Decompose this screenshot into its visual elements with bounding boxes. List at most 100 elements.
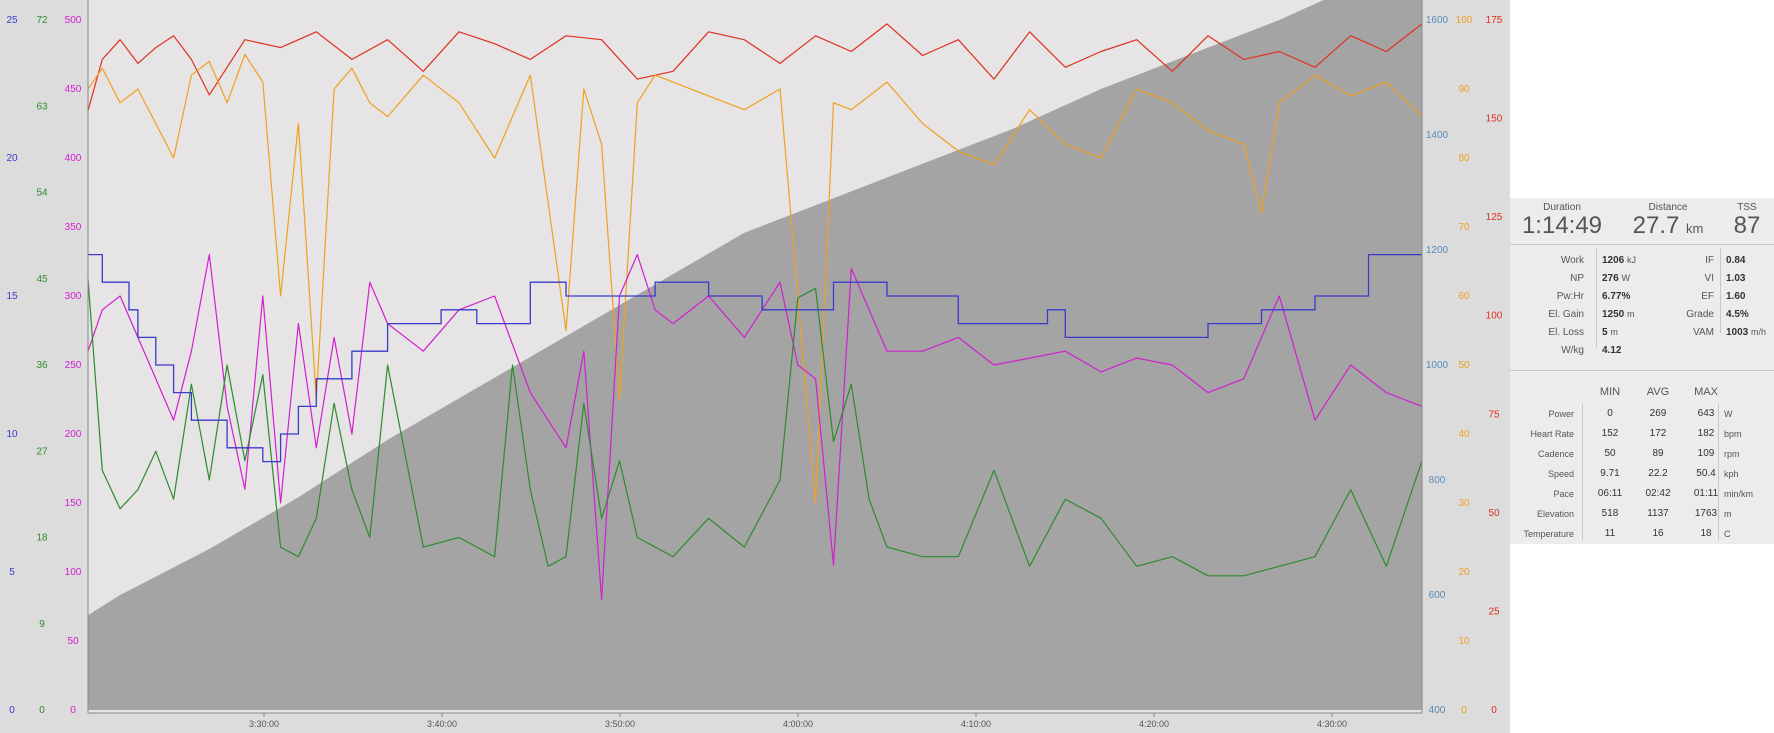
table-cell-max: 01:11: [1693, 488, 1719, 499]
y-tick-label-orange: 50: [1458, 360, 1470, 371]
y-tick-label-orange: 30: [1458, 498, 1470, 509]
table-cell-min: 0: [1607, 408, 1613, 419]
workout-chart: 0510152025091827364554637205010015020025…: [6, 0, 1503, 729]
metric-value: 276 W: [1602, 273, 1630, 284]
y-tick-label-power: 300: [65, 291, 82, 302]
y-tick-label-elevation: 1400: [1426, 130, 1449, 141]
metric-label: IF: [1705, 255, 1714, 266]
metric-label: NP: [1570, 273, 1584, 284]
table-cell-unit: kph: [1724, 469, 1739, 479]
x-tick-label: 3:40:00: [427, 719, 457, 729]
table-row: Temperature 11 16 18 C: [1510, 524, 1774, 544]
y-tick-label-power: 400: [65, 153, 82, 164]
table-cell-max: 109: [1697, 448, 1715, 459]
y-tick-label-speed: 10: [6, 429, 18, 440]
duration-label: Duration: [1543, 202, 1581, 213]
y-tick-label-speed: 15: [6, 291, 18, 302]
tss-label: TSS: [1737, 202, 1757, 213]
table-header-avg: AVG: [1646, 386, 1670, 398]
tss-block: TSS 87: [1722, 202, 1772, 239]
y-tick-label-cadence: 0: [39, 705, 45, 716]
table-cell-max: 50.4: [1696, 468, 1716, 479]
y-tick-label-speed: 5: [9, 567, 15, 578]
metric-value: 1003 m/h: [1726, 327, 1767, 338]
metric-label: VI: [1704, 273, 1714, 284]
table-cell-avg: 89: [1652, 448, 1664, 459]
y-tick-label-speed: 20: [6, 153, 18, 164]
series-line-orange: [87, 53, 1423, 504]
series-line-power: [87, 254, 1423, 601]
y-tick-label-power: 500: [65, 15, 82, 26]
y-tick-label-cadence: 54: [36, 188, 48, 199]
table-row-label: Heart Rate: [1530, 429, 1574, 439]
table-row-label: Elevation: [1536, 509, 1574, 519]
y-tick-label-orange: 60: [1458, 291, 1470, 302]
divider: [1718, 404, 1719, 540]
y-tick-label-speed: 25: [6, 15, 18, 26]
y-tick-label-elevation: 800: [1429, 475, 1446, 486]
divider: [1582, 404, 1583, 540]
x-tick-label: 3:30:00: [249, 719, 279, 729]
metric-label: El. Gain: [1548, 309, 1584, 320]
y-tick-label-heart-rate: 175: [1486, 15, 1503, 26]
y-tick-label-heart-rate: 25: [1488, 606, 1500, 617]
y-tick-label-orange: 70: [1458, 222, 1470, 233]
metric-value: 1250 m: [1602, 309, 1635, 320]
distance-unit: km: [1686, 221, 1704, 236]
table-row: Speed 9.71 22.2 50.4 kph: [1510, 464, 1774, 484]
metric-value: 1206 kJ: [1602, 255, 1637, 266]
y-tick-label-power: 350: [65, 222, 82, 233]
table-cell-max: 1763: [1694, 508, 1718, 519]
table-cell-unit: bpm: [1724, 429, 1742, 439]
y-tick-label-orange: 100: [1456, 15, 1473, 26]
table-row-label: Speed: [1547, 469, 1574, 479]
table-cell-avg: 1137: [1647, 508, 1669, 519]
series-line-cadence: [87, 278, 1423, 577]
table-cell-max: 643: [1697, 408, 1715, 419]
x-tick-label: 4:10:00: [961, 719, 991, 729]
x-tick-label: 4:20:00: [1139, 719, 1169, 729]
metric-value: 5 m: [1602, 327, 1618, 338]
y-tick-label-cadence: 45: [36, 274, 48, 285]
table-cell-unit: rpm: [1724, 449, 1740, 459]
x-tick-label: 3:50:00: [605, 719, 635, 729]
table-header-max: MAX: [1694, 386, 1718, 398]
metric-value: 4.5%: [1726, 309, 1749, 320]
table-header-min: MIN: [1599, 386, 1621, 398]
y-tick-label-cadence: 9: [39, 619, 45, 630]
y-tick-label-heart-rate: 150: [1486, 114, 1503, 125]
x-tick-label: 4:30:00: [1317, 719, 1347, 729]
metric-label: W/kg: [1561, 345, 1584, 356]
y-tick-label-elevation: 1000: [1426, 360, 1449, 371]
metric-label: Pw:Hr: [1556, 291, 1584, 302]
chart-panel: 0 5 10 15 20 25 0 9 18 27 36 45 54 63 72 0 50 100 150 200 25…: [0, 0, 1510, 733]
y-tick-label-power: 100: [65, 567, 82, 578]
metric-value: 1.03: [1726, 273, 1746, 284]
series-line-heart-rate: [87, 23, 1423, 111]
table-cell-avg: 02:42: [1645, 488, 1671, 499]
metric-value: 4.12: [1602, 345, 1622, 356]
table-row: Elevation 518 1137 1763 m: [1510, 504, 1774, 524]
y-tick-label-heart-rate: 0: [1491, 705, 1497, 716]
metric-label: El. Loss: [1548, 327, 1584, 338]
y-tick-label-cadence: 27: [36, 446, 48, 457]
metric-label: EF: [1701, 291, 1714, 302]
table-cell-avg: 22.2: [1648, 468, 1668, 479]
table-cell-max: 182: [1697, 428, 1715, 439]
y-tick-label-heart-rate: 50: [1488, 508, 1500, 519]
table-cell-unit: W: [1724, 409, 1733, 419]
elevation-area: [88, 0, 1422, 710]
y-tick-label-power: 150: [65, 498, 82, 509]
table-cell-avg: 172: [1649, 428, 1667, 439]
y-tick-label-elevation: 1200: [1426, 245, 1449, 256]
divider: [1596, 248, 1597, 348]
table-cell-min: 06:11: [1597, 488, 1623, 499]
metric-value: 1.60: [1726, 291, 1746, 302]
table-cell-unit: C: [1724, 529, 1731, 539]
series-line-speed: [88, 253, 1422, 463]
table-cell-unit: m: [1724, 509, 1732, 519]
y-tick-label-orange: 90: [1458, 84, 1470, 95]
metric-label: Work: [1560, 255, 1584, 266]
y-tick-label-power: 0: [70, 705, 76, 716]
table-cell-min: 11: [1604, 528, 1616, 539]
